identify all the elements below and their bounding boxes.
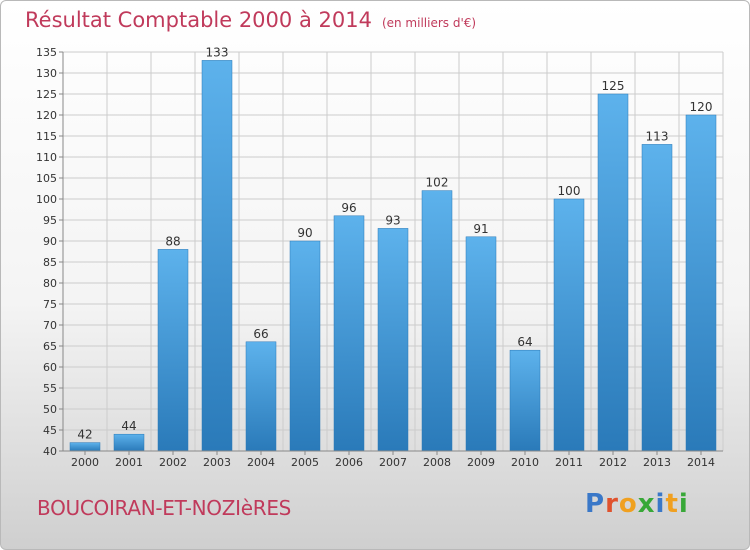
bar-value-label: 90 <box>297 226 312 240</box>
y-tick-label: 90 <box>43 235 57 248</box>
y-tick-label: 125 <box>36 88 57 101</box>
y-tick-label: 70 <box>43 319 57 332</box>
y-tick-label: 120 <box>36 109 57 122</box>
bar-value-label: 91 <box>473 222 488 236</box>
bar-2013 <box>641 144 673 452</box>
bar-value-label: 42 <box>77 428 92 442</box>
bar-value-label: 102 <box>426 176 449 190</box>
label-layer: 42 44 88 133 66 90 96 93 102 91 64 100 125 113 120 <box>77 45 712 441</box>
x-tick-label: 2001 <box>115 456 143 469</box>
bar-2010 <box>509 349 541 452</box>
bar-layer <box>69 60 717 452</box>
x-tick-label: 2005 <box>291 456 319 469</box>
bar-value-label: 93 <box>385 213 400 227</box>
bar-2012 <box>597 93 629 452</box>
logo-letter: r <box>605 489 619 519</box>
bar-value-label: 64 <box>517 335 532 349</box>
y-tick-label: 135 <box>36 46 57 59</box>
town-name: BOUCOIRAN-ET-NOZIèRES <box>37 496 292 520</box>
bar-value-label: 66 <box>253 327 268 341</box>
x-tick-label: 2000 <box>71 456 99 469</box>
bar-value-label: 125 <box>602 79 625 93</box>
x-tick-label: 2012 <box>599 456 627 469</box>
bar-value-label: 133 <box>206 45 229 59</box>
y-tick-label: 105 <box>36 172 57 185</box>
y-tick-label: 50 <box>43 403 57 416</box>
bar-2000 <box>69 442 101 452</box>
bar-2003 <box>201 60 233 452</box>
y-tick-label: 55 <box>43 382 57 395</box>
logo-letter: t <box>665 489 679 519</box>
bar-2004 <box>245 341 277 452</box>
logo-letter: x <box>637 489 656 519</box>
bar-value-label: 44 <box>121 419 136 433</box>
bar-value-label: 88 <box>165 234 180 248</box>
y-tick-label: 65 <box>43 340 57 353</box>
x-tick-label: 2004 <box>247 456 275 469</box>
bar-value-label: 113 <box>646 129 669 143</box>
x-tick-label: 2009 <box>467 456 495 469</box>
bar-2002 <box>157 249 189 452</box>
bar-2007 <box>377 228 409 452</box>
y-tick-label: 80 <box>43 277 57 290</box>
x-tick-label: 2007 <box>379 456 407 469</box>
x-tick-label: 2002 <box>159 456 187 469</box>
logo-letter: o <box>618 489 638 519</box>
bar-2014 <box>685 114 717 452</box>
x-tick-label: 2011 <box>555 456 583 469</box>
y-tick-label: 75 <box>43 298 57 311</box>
bar-2008 <box>421 190 453 452</box>
bar-2005 <box>289 240 321 452</box>
bar-2006 <box>333 215 365 452</box>
bar-2009 <box>465 236 497 452</box>
y-tick-label: 130 <box>36 67 57 80</box>
y-tick-label: 40 <box>43 445 57 458</box>
x-tick-label: 2003 <box>203 456 231 469</box>
chart-title: Résultat Comptable 2000 à 2014 <box>25 8 372 32</box>
x-tick-label: 2010 <box>511 456 539 469</box>
logo-letter: i <box>678 489 689 519</box>
bar-value-label: 96 <box>341 201 356 215</box>
x-tick-label: 2008 <box>423 456 451 469</box>
axis-layer: 40 45 50 55 60 65 70 75 80 85 90 95 100 105 110 115 120 1… <box>36 46 723 469</box>
x-tick-label: 2006 <box>335 456 363 469</box>
y-tick-label: 100 <box>36 193 57 206</box>
bar-value-label: 100 <box>558 184 581 198</box>
x-tick-label: 2013 <box>643 456 671 469</box>
bar-value-label: 120 <box>690 100 713 114</box>
chart-unit: (en milliers d'€) <box>381 16 477 30</box>
y-tick-label: 85 <box>43 256 57 269</box>
x-tick-label: 2014 <box>687 456 715 469</box>
y-tick-label: 95 <box>43 214 57 227</box>
y-tick-label: 115 <box>36 130 57 143</box>
bar-2011 <box>553 198 585 452</box>
logo-letter: i <box>655 489 666 519</box>
y-tick-label: 45 <box>43 424 57 437</box>
y-tick-label: 110 <box>36 151 57 164</box>
logo-letter: P <box>585 489 606 519</box>
y-tick-label: 60 <box>43 361 57 374</box>
bar-2001 <box>113 433 145 452</box>
chart-title-block: Résultat Comptable 2000 à 2014 (en millie… <box>25 8 476 32</box>
proxiti-logo[interactable]: Proxiti <box>585 489 689 519</box>
